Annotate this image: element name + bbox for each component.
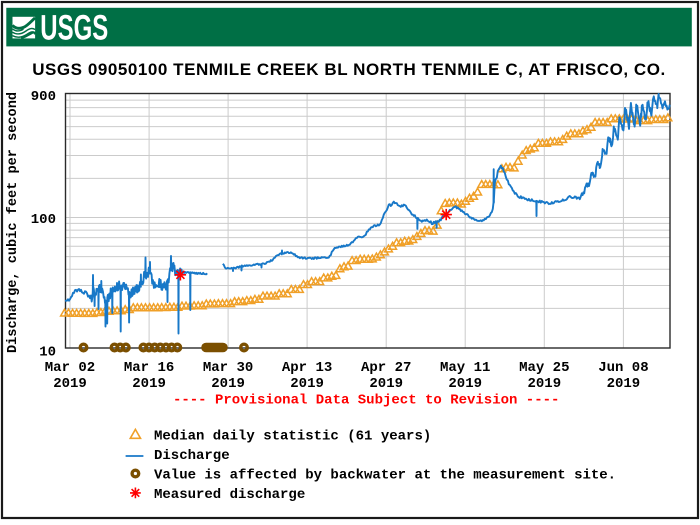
svg-text:Discharge: Discharge	[154, 448, 230, 464]
svg-text:100: 100	[31, 212, 56, 228]
svg-text:900: 900	[31, 89, 56, 105]
svg-text:2019: 2019	[290, 376, 324, 392]
svg-text:Apr 27: Apr 27	[361, 360, 411, 376]
svg-text:May 25: May 25	[519, 360, 569, 376]
svg-text:2019: 2019	[53, 376, 87, 392]
svg-text:Measured discharge: Measured discharge	[154, 487, 305, 503]
svg-text:USGS: USGS	[40, 8, 108, 48]
svg-text:Jun 08: Jun 08	[598, 360, 648, 376]
svg-text:2019: 2019	[527, 376, 561, 392]
svg-text:May 11: May 11	[440, 360, 490, 376]
svg-text:Mar 16: Mar 16	[124, 360, 174, 376]
svg-text:2019: 2019	[607, 376, 641, 392]
svg-text:Mar 02: Mar 02	[45, 360, 95, 376]
svg-text:2019: 2019	[211, 376, 245, 392]
svg-text:Discharge, cubic feet per seco: Discharge, cubic feet per second	[6, 92, 21, 353]
svg-text:Median daily statistic (61 yea: Median daily statistic (61 years)	[154, 428, 431, 444]
svg-text:2019: 2019	[448, 376, 482, 392]
svg-text:USGS 09050100 TENMILE CREEK BL: USGS 09050100 TENMILE CREEK BL NORTH TEN…	[32, 60, 666, 79]
svg-text:Mar 30: Mar 30	[203, 360, 253, 376]
svg-text:Value is affected by backwater: Value is affected by backwater at the me…	[154, 467, 616, 483]
svg-text:2019: 2019	[132, 376, 166, 392]
svg-text:Apr 13: Apr 13	[282, 360, 332, 376]
svg-text:2019: 2019	[369, 376, 403, 392]
svg-text:---- Provisional Data Subject: ---- Provisional Data Subject to Revisio…	[173, 393, 559, 409]
svg-text:10: 10	[39, 345, 56, 361]
